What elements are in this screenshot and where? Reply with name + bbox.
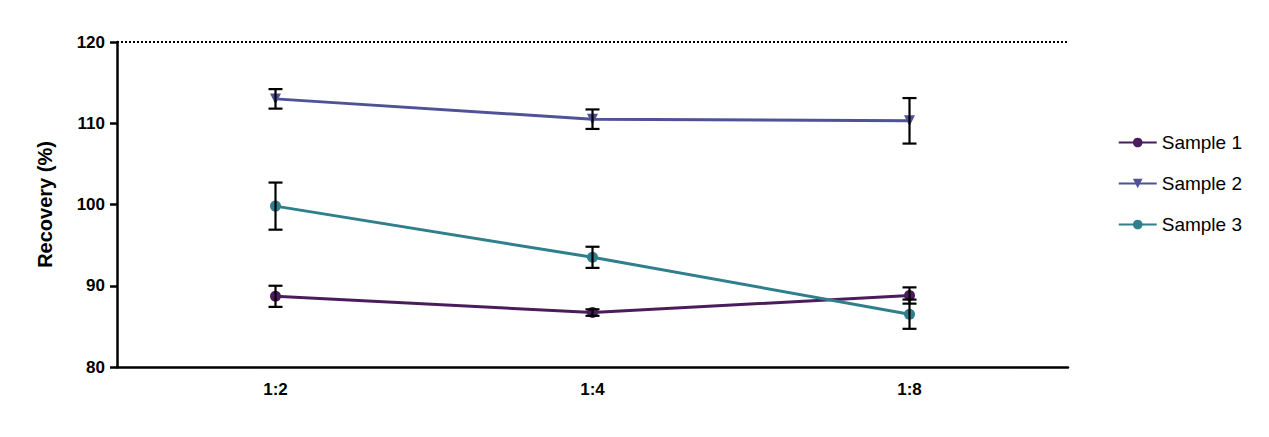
- svg-text:Sample 3: Sample 3: [1162, 214, 1242, 235]
- svg-text:120: 120: [77, 33, 105, 52]
- svg-text:Recovery (%): Recovery (%): [34, 141, 56, 268]
- svg-text:100: 100: [77, 195, 105, 214]
- svg-text:Sample 2: Sample 2: [1162, 173, 1242, 194]
- svg-text:110: 110: [78, 114, 105, 133]
- svg-text:1:4: 1:4: [580, 380, 605, 399]
- svg-text:1:8: 1:8: [897, 380, 922, 399]
- svg-text:1:2: 1:2: [263, 380, 288, 399]
- svg-text:90: 90: [86, 276, 105, 295]
- svg-text:Sample 1: Sample 1: [1162, 132, 1242, 153]
- svg-text:80: 80: [86, 358, 105, 377]
